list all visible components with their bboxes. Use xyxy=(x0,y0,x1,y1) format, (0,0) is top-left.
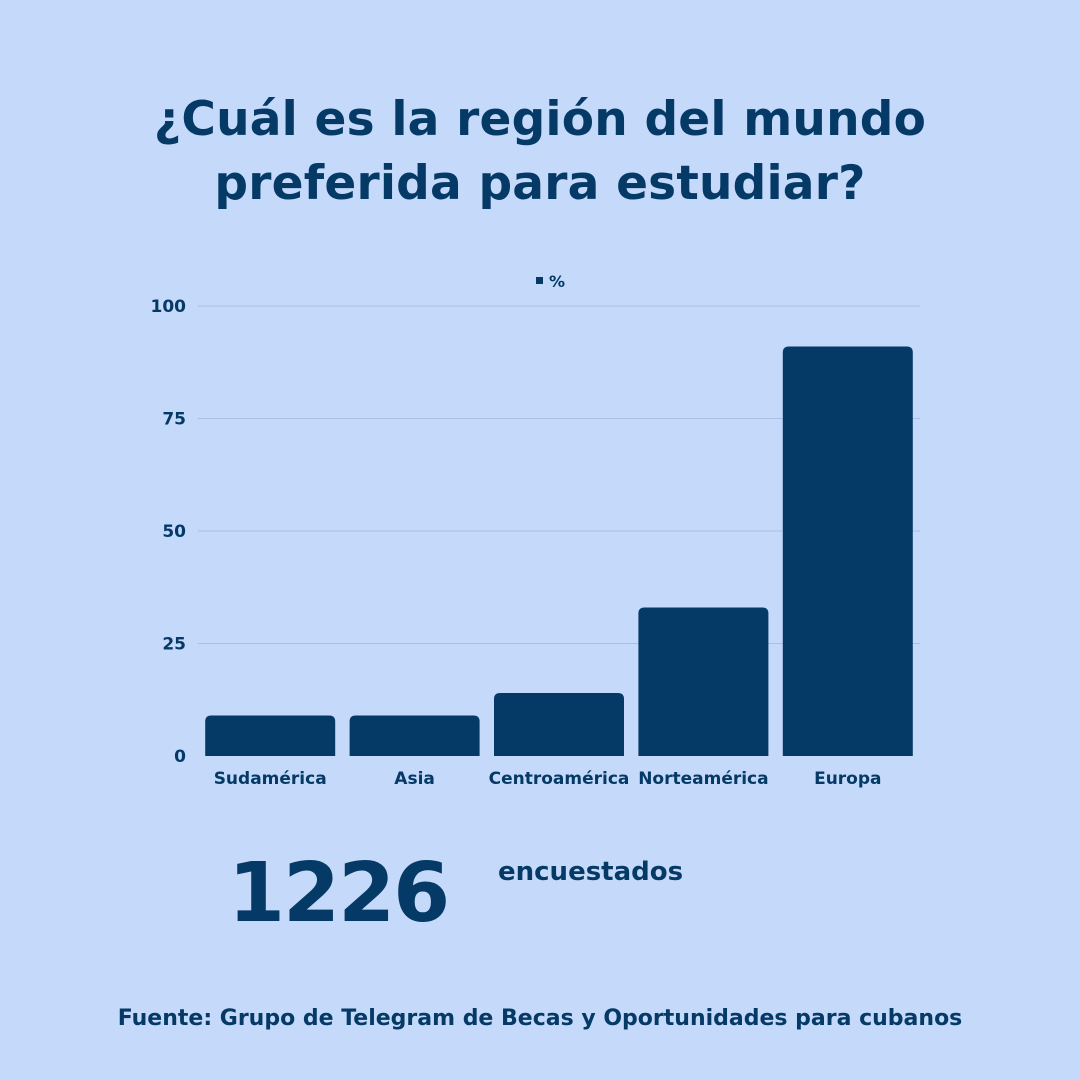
y-tick-label: 75 xyxy=(162,410,186,430)
source-note: Fuente: Grupo de Telegram de Becas y Opo… xyxy=(117,1006,963,1031)
x-tick-label: Asia xyxy=(394,769,435,789)
y-tick-label: 25 xyxy=(162,635,186,655)
y-tick-label: 50 xyxy=(162,522,186,542)
respondents-count: 1226 xyxy=(228,846,450,941)
x-tick-label: Sudamérica xyxy=(214,769,327,789)
legend-swatch xyxy=(536,277,543,284)
x-tick-label: Europa xyxy=(814,769,881,789)
y-tick-label: 100 xyxy=(151,297,187,317)
chart-title: ¿Cuál es la región del mundo preferida p… xyxy=(60,88,1020,216)
y-tick-label: 0 xyxy=(174,747,186,767)
legend-label: % xyxy=(549,272,565,291)
bar-norteamérica xyxy=(638,607,769,756)
bar-europa xyxy=(782,346,913,756)
bar-asia xyxy=(349,715,480,756)
title-line-2: preferida para estudiar? xyxy=(214,156,866,211)
respondents-label: encuestados xyxy=(498,857,684,887)
x-tick-label: Norteamérica xyxy=(638,769,768,789)
bar-sudamérica xyxy=(205,715,336,756)
title-line-1: ¿Cuál es la región del mundo xyxy=(153,92,927,147)
bar-centroamérica xyxy=(494,693,624,756)
x-tick-label: Centroamérica xyxy=(489,769,630,789)
